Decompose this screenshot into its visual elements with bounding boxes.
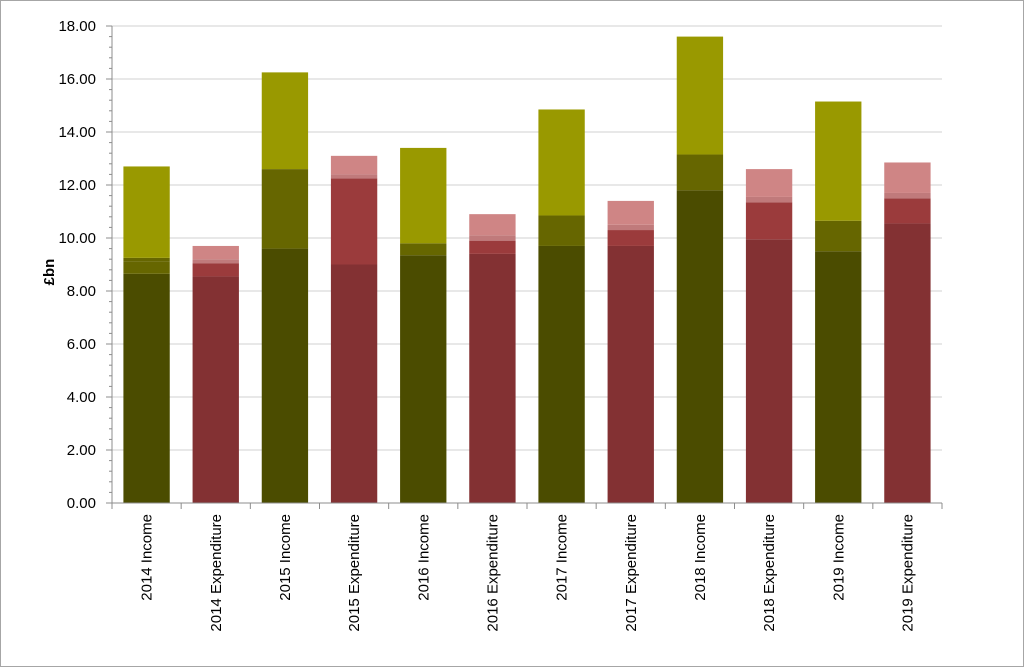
bar-segment [676,154,724,191]
bar-segment [192,245,239,260]
y-tick-label: 0.00 [67,495,96,512]
x-tick-label: 2019 Income [830,514,847,601]
x-tick-label: 2018 Income [692,514,709,601]
bar-segment [538,245,585,503]
x-tick-label: 2016 Income [415,514,432,601]
bar-segment [815,251,862,503]
bar-segment [261,72,309,170]
x-tick-label: 2017 Expenditure [623,514,640,632]
bar-segment [815,101,862,221]
x-tick-label: 2017 Income [554,514,571,601]
bar-segment [261,169,309,249]
bar-segment [815,220,862,252]
bar-segment [884,198,931,224]
x-tick-label: 2019 Expenditure [899,514,916,632]
bar-segment [538,109,585,216]
bar-segment [330,174,378,179]
x-tick-label: 2014 Expenditure [208,514,225,632]
bar-segment [400,243,447,256]
tick-labels: 0.00 2.00 4.00 6.00 8.00 10.00 12.00 14.00 16.00… [58,18,916,632]
bar-segment [745,239,793,503]
bar-segment [123,257,170,262]
bar-segment [400,255,447,503]
bar-segment [123,261,170,274]
y-axis-label: £bn [41,259,58,286]
bar-segment [884,223,931,504]
bar-segment [330,264,378,503]
bar-segment [538,215,585,246]
y-tick-label: 14.00 [58,124,96,141]
x-tick-label: 2015 Expenditure [346,514,363,632]
y-tick-label: 18.00 [58,18,96,35]
y-tick-label: 4.00 [67,389,96,406]
bar-segment [607,245,654,503]
y-tick-label: 6.00 [67,336,96,353]
bar-segment [400,147,447,244]
y-tick-label: 12.00 [58,177,96,194]
y-tick-label: 10.00 [58,230,96,247]
bar-segment [123,273,170,503]
bar-segment [261,248,309,503]
x-tick-label: 2018 Expenditure [761,514,778,632]
bar-segment [469,240,516,254]
bar-segment [123,166,170,258]
y-tick-label: 16.00 [58,71,96,88]
bar-segment [745,169,793,197]
bar-segment [884,162,931,193]
bar-segment [676,36,724,155]
bar-segment [330,178,378,265]
bar-segment [469,214,516,236]
bar-segment [192,276,239,503]
y-tick-label: 8.00 [67,283,96,300]
bar-segment [676,190,724,504]
x-tick-label: 2016 Expenditure [484,514,501,632]
bar-segment [745,202,793,240]
bar-segment [745,196,793,203]
bar-segment [192,259,239,264]
bar-segment [607,230,654,246]
bars [123,36,931,504]
bar-segment [884,192,931,199]
y-tick-label: 2.00 [67,442,96,459]
axes [106,25,943,509]
bar-segment [469,235,516,241]
bar-segment [330,155,378,175]
gridlines [112,25,942,451]
bar-segment [469,253,516,503]
x-tick-label: 2015 Income [277,514,294,601]
x-tick-label: 2014 Income [139,514,156,601]
bar-segment [192,263,239,277]
bar-segment [607,224,654,231]
bar-segment [607,200,654,225]
